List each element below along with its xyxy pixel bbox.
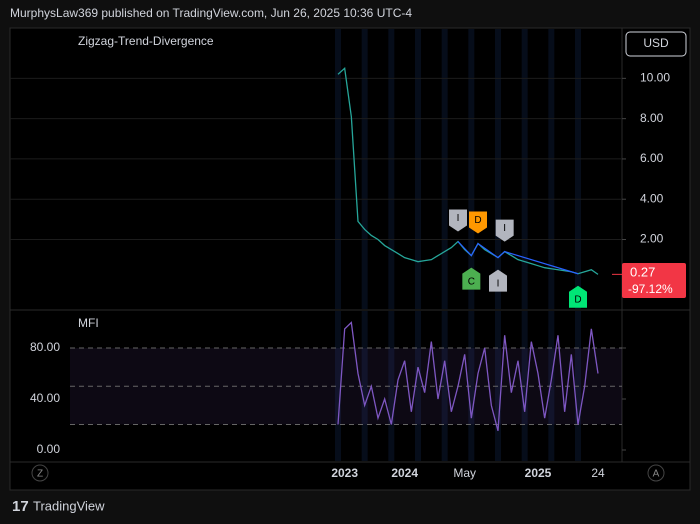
session-stripe	[361, 29, 368, 309]
series-line	[337, 321, 599, 432]
session-stripe	[335, 29, 341, 309]
y-tick-label: 8.00	[640, 111, 664, 125]
pivot-label: I	[457, 213, 460, 224]
x-tick-label: May	[453, 466, 476, 480]
y-tick-label: 10.00	[640, 71, 670, 85]
x-tick-label: 2023	[331, 466, 358, 480]
pivot-label: I	[503, 223, 506, 234]
pivot-label: D	[474, 215, 481, 226]
pivot-marker	[462, 267, 481, 290]
y-tick-label: 2.00	[640, 232, 664, 246]
zigzag-line	[457, 241, 579, 275]
x-tick-label: 2024	[391, 466, 418, 480]
pane-title: Zigzag-Trend-Divergence	[78, 34, 214, 48]
session-stripe	[468, 29, 475, 309]
session-stripe	[388, 311, 395, 461]
pivot-label: I	[497, 278, 500, 289]
change-percent: -97.12%	[628, 282, 673, 296]
session-stripe	[521, 29, 528, 309]
y-tick-label: 4.00	[640, 191, 664, 205]
pivot-label: C	[468, 276, 475, 287]
y-tick-label: 40.00	[30, 391, 60, 405]
session-stripe	[441, 29, 448, 309]
footer: TradingView	[33, 498, 105, 513]
pivot-marker	[569, 285, 587, 308]
pivot-marker	[449, 209, 467, 232]
pivot-marker	[495, 219, 514, 242]
scale-label: Z	[37, 469, 43, 480]
y-tick-label: 6.00	[640, 151, 664, 165]
currency-button[interactable]	[625, 31, 687, 57]
pivot-label: D	[574, 294, 581, 305]
session-stripe	[575, 29, 581, 309]
session-stripe	[495, 29, 501, 309]
y-tick-label: 80.00	[30, 340, 60, 354]
session-stripe	[335, 311, 341, 461]
scale-button[interactable]	[31, 464, 49, 482]
y-tick-label: 0.00	[37, 442, 61, 456]
last-price-box	[622, 263, 686, 298]
pane-title: MFI	[78, 316, 99, 330]
pivot-marker	[469, 211, 487, 234]
session-stripe	[388, 29, 395, 309]
scale-label: A	[653, 469, 660, 480]
session-stripe	[441, 311, 448, 461]
x-tick-label: 24	[591, 466, 605, 480]
pivot-marker	[489, 269, 507, 292]
x-tick-label: 2025	[525, 466, 552, 480]
session-stripe	[468, 311, 475, 461]
scale-button[interactable]	[647, 464, 665, 482]
header: MurphysLaw369 published on TradingView.c…	[10, 6, 412, 20]
session-stripe	[548, 29, 555, 309]
session-stripe	[415, 311, 421, 461]
session-stripe	[361, 311, 368, 461]
logo-mark: 17	[12, 498, 29, 515]
session-stripe	[415, 29, 421, 309]
currency: USD	[643, 36, 669, 50]
last-price: 0.27	[630, 264, 655, 279]
